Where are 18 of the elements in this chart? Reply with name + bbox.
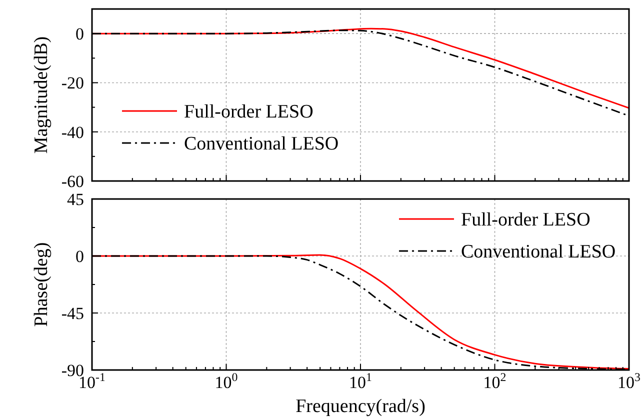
y-tick-label: 45 [67, 190, 84, 209]
x-tick-label: 10$^{2}$ [483, 370, 506, 392]
y-tick-label: -60 [61, 172, 84, 191]
y-tick-label: 0 [76, 24, 84, 44]
y-axis-title: Phase(deg) [31, 242, 52, 327]
x-tick-label: 10$^{0}$ [214, 370, 238, 392]
x-tick-label: 10$^{3}$ [618, 370, 641, 392]
y-tick-label: -45 [61, 304, 84, 323]
x-tick-label: 10$^{1}$ [349, 370, 372, 392]
y-tick-label: -40 [61, 122, 84, 142]
legend-label: Full-order LESO [461, 210, 590, 231]
y-tick-label: 0 [76, 246, 84, 266]
legend-label: Full-order LESO [184, 102, 314, 123]
legend-label: Conventional LESO [461, 242, 616, 263]
y-axis-title: Magnitude(dB) [31, 36, 52, 154]
x-axis-title: Frequency(rad/s) [296, 396, 426, 417]
y-tick-label: -20 [61, 74, 84, 93]
legend-label: Conventional LESO [184, 134, 339, 155]
